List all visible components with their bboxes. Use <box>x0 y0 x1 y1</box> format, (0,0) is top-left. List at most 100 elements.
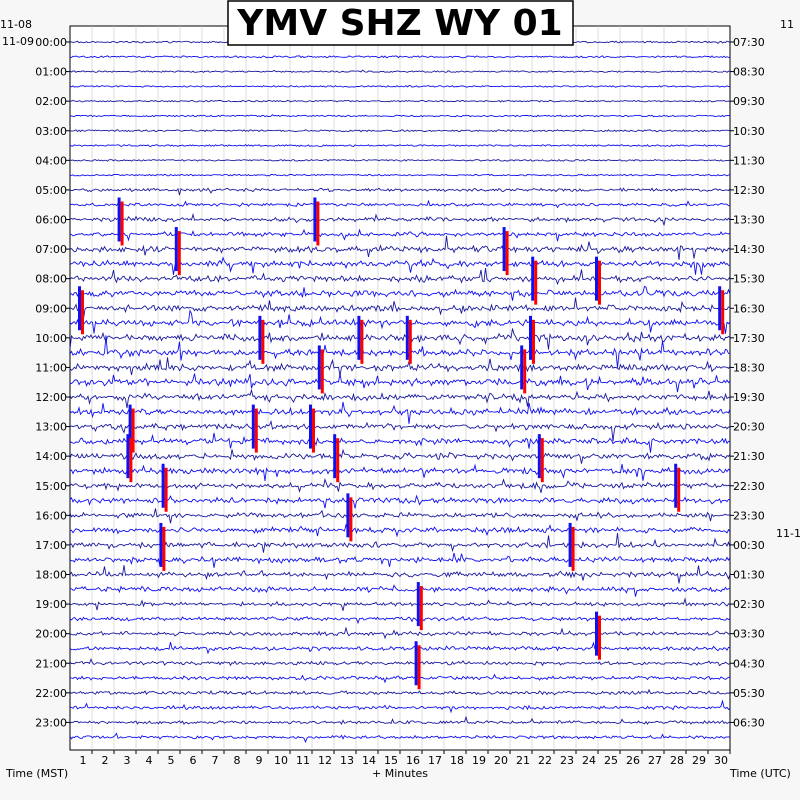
seismic-trace-row <box>69 309 731 334</box>
right-hour-label: 18:30 <box>733 361 765 374</box>
left-hour-label: 11:00 <box>35 361 67 374</box>
x-tick-label: 16 <box>406 754 420 767</box>
right-hour-label: 19:30 <box>733 391 765 404</box>
seismic-trace-row <box>69 267 731 286</box>
seismic-trace-row <box>69 448 731 464</box>
x-tick-label: 18 <box>450 754 464 767</box>
right-axis-label: Time (UTC) <box>729 767 791 780</box>
x-tick-label: 10 <box>274 754 288 767</box>
seismic-trace-row <box>70 673 731 684</box>
x-axis-label: + Minutes <box>372 767 428 780</box>
left-hour-label: 20:00 <box>35 628 67 641</box>
right-hour-label: 16:30 <box>733 302 765 315</box>
seismic-trace-row <box>69 584 731 597</box>
left-hour-label: 06:00 <box>35 214 67 227</box>
right-hour-label: 11:30 <box>733 154 765 167</box>
seismic-trace-row <box>69 432 731 453</box>
trace-layer <box>69 40 731 744</box>
right-hour-label: 09:30 <box>733 95 765 108</box>
seismic-trace-row <box>69 715 731 726</box>
left-hour-label: 19:00 <box>35 598 67 611</box>
left-hour-label: 22:00 <box>35 687 67 700</box>
x-tick-label: 2 <box>102 754 109 767</box>
x-tick-label: 6 <box>190 754 197 767</box>
right-hour-label: 14:30 <box>733 243 765 256</box>
x-tick-label: 22 <box>538 754 552 767</box>
right-hour-label: 22:30 <box>733 480 765 493</box>
seismic-trace-row <box>69 212 731 226</box>
x-tick-label: 26 <box>626 754 640 767</box>
seismic-trace-row <box>69 55 731 59</box>
left-hour-label: 18:00 <box>35 569 67 582</box>
seismic-trace-row <box>69 401 731 424</box>
x-tick-label: 29 <box>692 754 706 767</box>
right-hour-label: 03:30 <box>733 628 765 641</box>
left-hour-label: 17:00 <box>35 539 67 552</box>
left-hour-label: 23:00 <box>35 716 67 729</box>
seismic-trace-row <box>69 419 731 442</box>
x-tick-label: 9 <box>256 754 263 767</box>
chart-title: YMV SHZ WY 01 <box>236 3 562 44</box>
left-hour-label: 02:00 <box>35 95 67 108</box>
right-hour-label: 00:30 <box>733 539 765 552</box>
right-hour-label: 07:30 <box>733 36 765 49</box>
seismic-trace-row <box>69 187 731 196</box>
seismic-trace-row <box>69 732 731 744</box>
seismic-trace-row <box>69 328 731 350</box>
right-hour-label: 23:30 <box>733 509 765 522</box>
seismic-trace-row <box>69 523 731 538</box>
seismic-trace-row <box>69 565 731 584</box>
x-tick-label: 19 <box>472 754 486 767</box>
right-hour-label: 21:30 <box>733 450 765 463</box>
left-hour-label: 13:00 <box>35 421 67 434</box>
seismic-trace-row <box>69 69 730 73</box>
left-hour-label: 03:00 <box>35 125 67 138</box>
title-box <box>227 0 574 46</box>
left-hour-label: 07:00 <box>35 243 67 256</box>
seismic-trace-row <box>69 173 731 177</box>
right-hour-label: 10:30 <box>733 125 765 138</box>
right-hour-label: 12:30 <box>733 184 765 197</box>
date-label-right-top: 11 <box>780 18 794 31</box>
left-hour-label: 12:00 <box>35 391 67 404</box>
label-layer: 1 2 3 4 5 6 7 8 9 10 11 12 13 14 15 16 17 18 19 20 21 22 23 24 2… <box>35 36 764 767</box>
date-label-right-mid: 11-1 <box>776 527 800 540</box>
x-tick-label: 21 <box>516 754 530 767</box>
seismic-trace-row <box>69 699 731 714</box>
right-hour-label: 04:30 <box>733 657 765 670</box>
left-hour-label: 00:00 <box>35 36 67 49</box>
seismic-trace-row <box>69 508 731 524</box>
left-hour-label: 21:00 <box>35 657 67 670</box>
left-hour-label: 16:00 <box>35 509 67 522</box>
seismic-trace-row <box>69 658 731 667</box>
right-hour-label: 01:30 <box>733 569 765 582</box>
right-hour-label: 17:30 <box>733 332 765 345</box>
seismic-trace-row <box>69 552 731 568</box>
left-hour-label: 01:00 <box>35 66 67 79</box>
seismic-trace-row <box>69 532 731 553</box>
seismic-trace-row <box>69 626 731 640</box>
x-tick-label: 5 <box>168 754 175 767</box>
seismic-trace-row <box>69 357 731 376</box>
seismic-trace-row <box>69 85 731 88</box>
right-hour-label: 08:30 <box>733 66 765 79</box>
left-hour-label: 15:00 <box>35 480 67 493</box>
left-axis-label: Time (MST) <box>5 767 68 780</box>
x-tick-label: 3 <box>124 754 131 767</box>
seismic-trace-row <box>69 494 731 509</box>
x-tick-label: 30 <box>714 754 728 767</box>
seismic-trace-row <box>69 144 731 147</box>
seismic-trace-row <box>69 463 731 482</box>
seismic-trace-row <box>69 297 731 319</box>
seismic-trace-row <box>69 285 731 301</box>
grid-layer <box>66 26 734 754</box>
x-tick-label: 15 <box>384 754 398 767</box>
x-tick-label: 17 <box>428 754 442 767</box>
x-tick-label: 14 <box>362 754 376 767</box>
date-label-left: 11-09 <box>2 35 34 48</box>
x-tick-label: 1 <box>80 754 87 767</box>
left-hour-label: 08:00 <box>35 273 67 286</box>
x-tick-label: 20 <box>494 754 508 767</box>
seismic-trace-row <box>69 388 731 409</box>
